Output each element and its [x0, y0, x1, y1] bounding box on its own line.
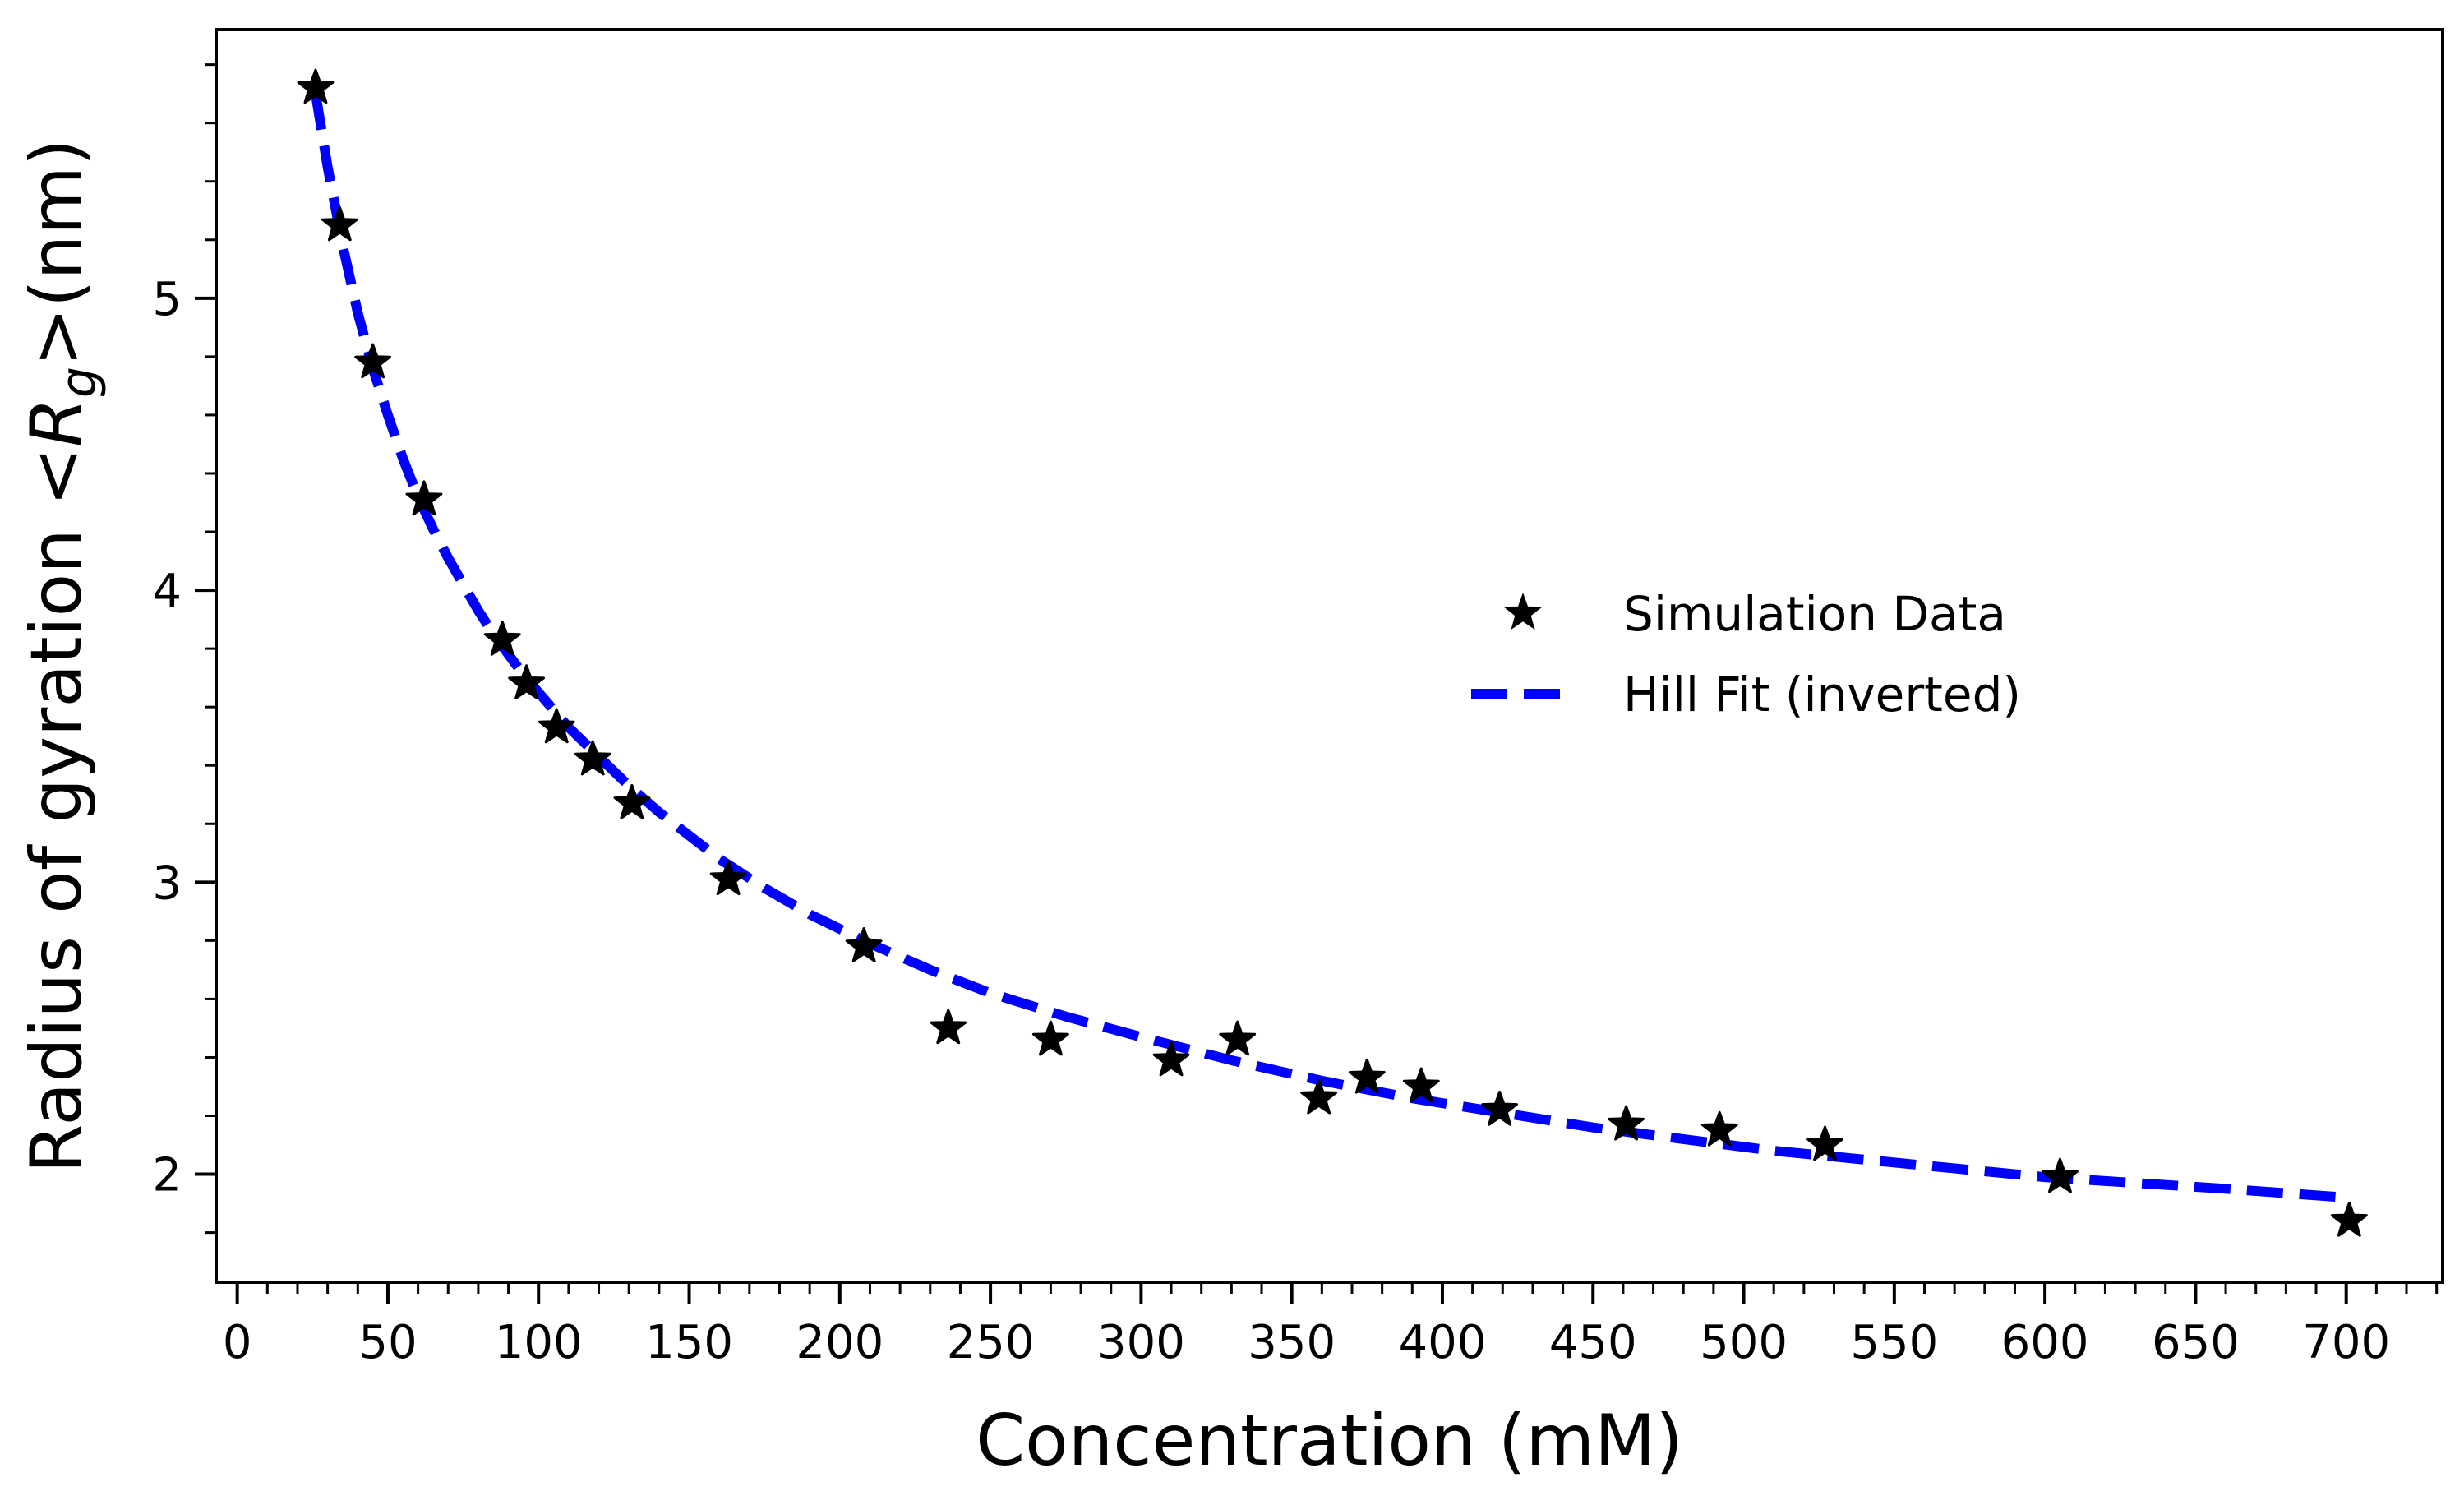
- fit-line-layer: [311, 93, 2347, 1202]
- data-point: [1219, 1020, 1257, 1056]
- data-point: [508, 664, 545, 699]
- y-axis-title-prefix: Radius of gyration <: [16, 447, 98, 1174]
- y-axis-title-subscript: g: [50, 367, 108, 398]
- data-point: [2042, 1157, 2079, 1193]
- x-tick-label: 0: [223, 1316, 252, 1369]
- data-point: [354, 343, 391, 379]
- data-point: [845, 927, 883, 962]
- data-point: [405, 480, 443, 516]
- data-point: [483, 621, 521, 656]
- data-point: [297, 68, 335, 104]
- x-tick-label: 200: [796, 1316, 884, 1369]
- minor-ticks: [205, 63, 2439, 1294]
- y-axis-title: Radius of gyration <Rg>(nm): [16, 139, 108, 1174]
- data-point: [1348, 1058, 1386, 1094]
- major-ticks: [195, 296, 2348, 1304]
- y-tick-label: 3: [152, 856, 182, 910]
- data-point: [538, 708, 575, 744]
- tick-labels: 0 50 100 150 200 250 300 350 400 450 500 550 600 650 7…: [152, 273, 2390, 1369]
- y-tick-label: 4: [152, 565, 182, 618]
- x-tick-label: 450: [1549, 1316, 1637, 1369]
- data-point: [1032, 1020, 1069, 1056]
- data-point: [1481, 1090, 1518, 1126]
- data-point: [1700, 1110, 1738, 1147]
- data-point: [321, 205, 358, 242]
- x-axis-title: Concentration (mM): [976, 1400, 1683, 1482]
- legend-label-simulation: Simulation Data: [1623, 586, 2006, 642]
- plot-frame: [215, 28, 2444, 1284]
- data-point: [2330, 1201, 2368, 1237]
- x-tick-label: 400: [1399, 1316, 1487, 1369]
- y-axis-title-suffix: >(nm): [16, 139, 98, 367]
- data-point: [1402, 1067, 1440, 1103]
- data-point: [1806, 1125, 1843, 1161]
- legend-star-marker: [1503, 593, 1543, 630]
- legend-label-fit: Hill Fit (inverted): [1623, 667, 2021, 722]
- data-point: [1152, 1041, 1190, 1077]
- data-point: [574, 740, 611, 776]
- points-layer: [297, 68, 2368, 1237]
- x-tick-label: 700: [2302, 1316, 2390, 1369]
- x-tick-label: 500: [1700, 1316, 1788, 1369]
- y-tick-label: 5: [152, 273, 182, 326]
- x-tick-label: 150: [645, 1316, 733, 1369]
- y-axis-title-symbol: R: [16, 398, 98, 447]
- data-point: [1300, 1078, 1338, 1115]
- x-tick-label: 650: [2152, 1316, 2240, 1369]
- x-tick-label: 50: [358, 1316, 417, 1369]
- data-point: [613, 783, 651, 819]
- x-tick-label: 350: [1248, 1316, 1336, 1369]
- y-tick-label: 2: [152, 1149, 182, 1202]
- x-tick-label: 300: [1097, 1316, 1185, 1369]
- x-tick-label: 550: [1850, 1316, 1938, 1369]
- hill-fit-line: [311, 93, 2347, 1202]
- legend: Simulation Data Hill Fit (inverted): [1471, 586, 2021, 722]
- data-point: [930, 1009, 967, 1045]
- x-tick-label: 600: [2001, 1316, 2089, 1369]
- x-tick-label: 100: [495, 1316, 583, 1369]
- x-tick-label: 250: [947, 1316, 1035, 1369]
- data-point: [709, 860, 747, 896]
- data-point: [1608, 1105, 1645, 1141]
